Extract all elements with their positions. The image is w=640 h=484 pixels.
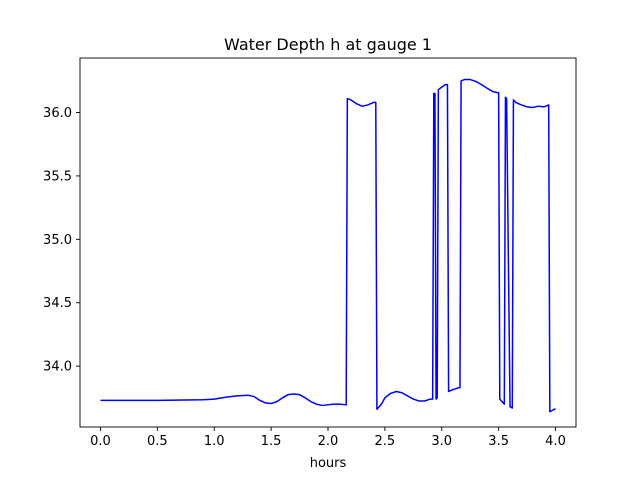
x-axis-label: hours — [310, 456, 347, 471]
chart-title: Water Depth h at gauge 1 — [224, 35, 432, 54]
series-line-0 — [100, 78, 556, 413]
x-tick-label: 2.5 — [375, 434, 396, 449]
x-tick-label: 4.0 — [545, 434, 566, 449]
x-tick-label: 0.0 — [90, 434, 111, 449]
x-tick-label: 1.0 — [204, 434, 225, 449]
x-tick-label: 0.5 — [147, 434, 168, 449]
y-tick-label: 36.0 — [43, 106, 72, 121]
x-tick-label: 3.5 — [488, 434, 509, 449]
y-tick-label: 35.0 — [43, 233, 72, 248]
y-tick-label: 34.5 — [43, 296, 72, 311]
y-tick-label: 35.5 — [43, 169, 72, 184]
x-tick-label: 1.5 — [261, 434, 282, 449]
x-tick-label: 2.0 — [318, 434, 339, 449]
x-tick-label: 3.0 — [431, 434, 452, 449]
y-tick-label: 34.0 — [43, 360, 72, 375]
